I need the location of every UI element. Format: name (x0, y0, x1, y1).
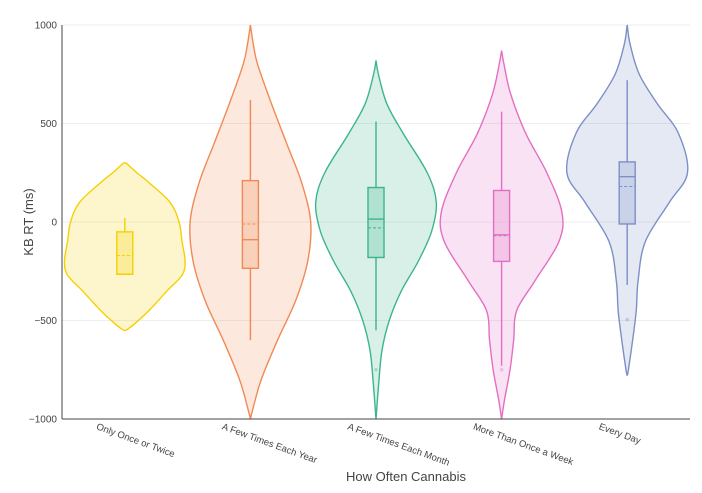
y-tick-label: −500 (34, 316, 57, 327)
violin-2 (189, 24, 312, 420)
x-axis-title: How Often Cannabis (346, 469, 466, 484)
violin-4 (439, 50, 564, 420)
box (367, 186, 385, 259)
box (116, 231, 134, 275)
x-tick-label: A Few Times Each Year (220, 421, 318, 466)
y-tick-label: 500 (40, 119, 57, 130)
x-tick-label: Only Once or Twice (95, 421, 176, 460)
violin-5 (565, 24, 689, 376)
violin-1 (63, 162, 186, 332)
violin-shape (565, 24, 689, 376)
x-tick-label: A Few Times Each Month (346, 421, 451, 468)
y-tick-label: −1000 (29, 415, 58, 426)
y-axis: 1000 500 0 −500 −1000 (29, 21, 63, 426)
violin-3 (314, 60, 438, 420)
x-axis: Only Once or Twice A Few Times Each Year A… (62, 418, 690, 469)
x-tick-label: More Than Once a Week (472, 421, 575, 468)
y-tick-label: 0 (51, 218, 57, 229)
box (492, 189, 511, 263)
outlier-point (625, 317, 629, 322)
x-tick-label: Every Day (597, 421, 642, 446)
outlier-point (499, 367, 504, 372)
violins (63, 24, 689, 420)
y-tick-label: 1000 (35, 21, 58, 32)
outlier-point (374, 367, 378, 372)
violin-shape (63, 162, 186, 332)
y-axis-title: KB RT (ms) (21, 188, 36, 255)
box (618, 161, 636, 225)
